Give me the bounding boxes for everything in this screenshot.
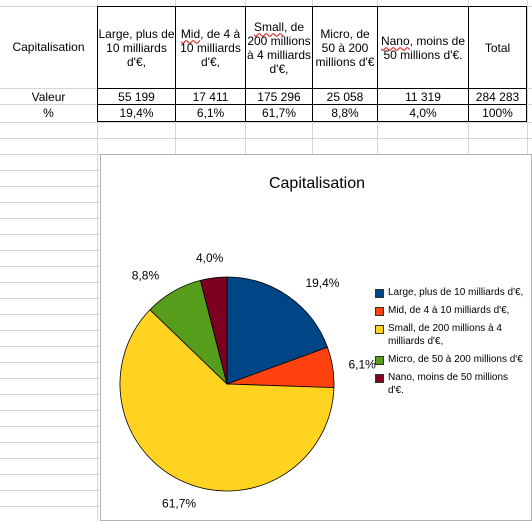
legend-label-micro: Micro, de 50 à 200 millions d'€	[388, 354, 523, 365]
legend-swatch-nano	[375, 374, 384, 383]
header-total-text: Total	[484, 40, 511, 55]
header-large-text: Large, plus de 10 milliards d'€,	[98, 26, 175, 69]
header-small-text-first-word: Small	[253, 19, 284, 34]
valeur-large[interactable]: 55 199	[97, 88, 176, 105]
pie-slice-large[interactable]	[226, 276, 328, 385]
header-small-text: Small, de 200 millions à 4 milliards d'€…	[246, 19, 312, 76]
legend-swatch-mid	[375, 307, 384, 316]
data-label-nano: 4,0%	[196, 251, 224, 265]
valeur-total[interactable]: 284 283	[468, 88, 527, 105]
legend-swatch-large	[375, 289, 384, 298]
pct-mid[interactable]: 6,1%	[175, 104, 246, 122]
header-mid-text-first-word: Mid	[180, 26, 201, 41]
chart-title: Capitalisation	[268, 175, 366, 192]
legend-swatch-small	[375, 325, 384, 334]
legend-label-nano: Nano, moins de 50 millions d'€.	[388, 372, 509, 396]
data-label-mid: 6,1%	[348, 358, 376, 372]
header-large[interactable]: Large, plus de 10 milliards d'€,	[97, 6, 175, 88]
header-small[interactable]: Small, de 200 millions à 4 milliards d'€…	[245, 6, 312, 88]
legend-item-nano: Nano, moins de 50 millions d'€.	[375, 371, 525, 397]
data-label-small: 61,7%	[162, 496, 196, 510]
header-nano-text: Nano, moins de 50 millions d'€.	[380, 33, 466, 62]
legend-item-mid: Mid, de 4 à 10 milliards d'€,	[375, 304, 525, 317]
gridline-vertical	[97, 0, 98, 521]
legend-item-small: Small, de 200 millions à 4 milliards d'€…	[375, 322, 525, 348]
pie-slice-small[interactable]	[119, 309, 335, 492]
chart-legend: Large, plus de 10 milliards d'€, Mid, de …	[375, 286, 525, 402]
header-micro[interactable]: Micro, de 50 à 200 millions d'€	[312, 6, 377, 88]
header-nano-text-first-word: Nano	[380, 33, 410, 48]
pie-slice-nano[interactable]	[200, 276, 228, 385]
gridline-horizontal	[0, 122, 532, 123]
pct-total[interactable]: 100%	[468, 104, 527, 122]
legend-label-mid: Mid, de 4 à 10 milliards d'€,	[388, 305, 510, 316]
row-label-pct[interactable]: %	[43, 106, 54, 120]
data-label-micro: 8,8%	[132, 269, 160, 283]
header-micro-text: Micro, de 50 à 200 millions d'€	[315, 26, 375, 69]
row-label-valeur[interactable]: Valeur	[31, 89, 66, 104]
header-capitalisation[interactable]: Capitalisation	[12, 40, 85, 54]
valeur-small[interactable]: 175 296	[245, 88, 313, 105]
valeur-nano[interactable]: 11 319	[377, 88, 469, 105]
legend-swatch-micro	[375, 356, 384, 365]
pie-plot: 19,4% 6,1% 61,7% 8,8% 4,0%	[119, 251, 376, 510]
pct-nano[interactable]: 4,0%	[377, 104, 469, 122]
data-label-large: 19,4%	[305, 276, 339, 290]
gridline-horizontal	[0, 138, 532, 139]
header-mid-text: Mid, de 4 à 10 milliards d'€,	[180, 26, 241, 69]
legend-item-large: Large, plus de 10 milliards d'€,	[375, 286, 525, 299]
header-nano[interactable]: Nano, moins de 50 millions d'€.	[377, 6, 468, 88]
pct-micro[interactable]: 8,8%	[312, 104, 378, 122]
valeur-mid[interactable]: 17 411	[175, 88, 246, 105]
valeur-micro[interactable]: 25 058	[312, 88, 378, 105]
pct-small[interactable]: 61,7%	[245, 104, 313, 122]
pie-chart[interactable]: Capitalisation 19,4% 6,1% 61,7% 8,8% 4,0% La…	[100, 154, 532, 521]
legend-label-large: Large, plus de 10 milliards d'€,	[388, 287, 524, 298]
pct-large[interactable]: 19,4%	[97, 104, 176, 122]
header-mid[interactable]: Mid, de 4 à 10 milliards d'€,	[175, 6, 245, 88]
legend-label-small: Small, de 200 millions à 4 milliards d'€…	[388, 323, 502, 347]
header-total[interactable]: Total	[468, 6, 527, 88]
legend-item-micro: Micro, de 50 à 200 millions d'€	[375, 353, 525, 366]
